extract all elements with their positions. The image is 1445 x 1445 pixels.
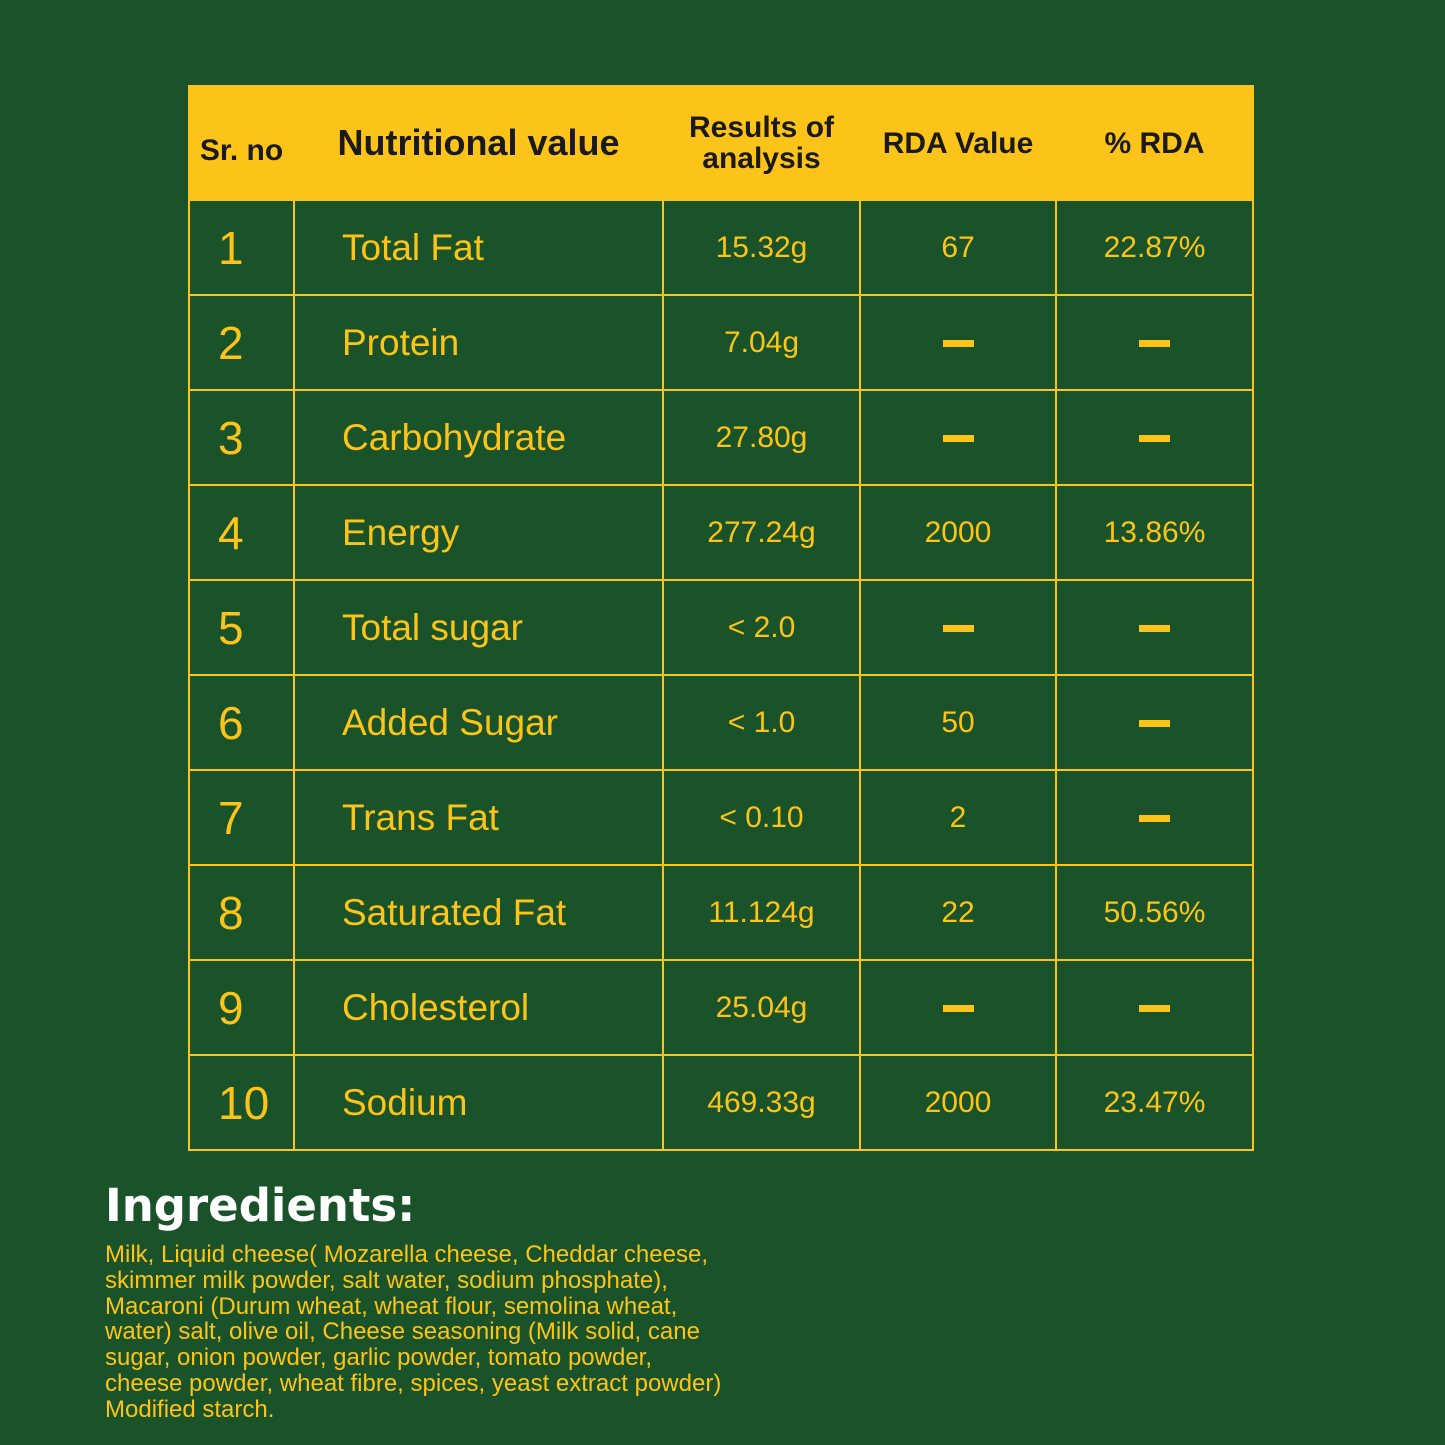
cell-rda-value xyxy=(859,294,1057,391)
cell-percent-rda xyxy=(1055,674,1254,771)
cell-nutrient-name: Total Fat xyxy=(293,199,664,296)
ingredients-line: cheese powder, wheat fibre, spices, yeas… xyxy=(105,1369,722,1397)
ingredients-line: Macaroni (Durum wheat, wheat flour, semo… xyxy=(105,1292,678,1320)
ingredients-line: Milk, Liquid cheese( Mozarella cheese, C… xyxy=(105,1241,708,1268)
dash-icon xyxy=(942,435,974,443)
dash-icon xyxy=(1139,720,1170,728)
ingredients-line: sugar, onion powder, garlic powder, toma… xyxy=(105,1344,653,1372)
table-row: 8 Saturated Fat 11.124g 22 50.56% xyxy=(188,864,1254,961)
cell-percent-rda xyxy=(1055,769,1254,866)
cell-rda-value xyxy=(859,389,1057,486)
header-results-line1: Results of xyxy=(688,110,835,144)
cell-sr-no: 7 xyxy=(188,769,295,866)
dash-icon xyxy=(942,340,974,348)
header-results-line2: analysis xyxy=(702,142,821,175)
cell-percent-rda: 13.86% xyxy=(1055,484,1254,581)
cell-nutrient-name: Trans Fat xyxy=(293,769,664,866)
cell-rda-value xyxy=(859,959,1057,1056)
cell-result: 15.32g xyxy=(662,199,861,296)
cell-nutrient-name: Energy xyxy=(293,484,664,581)
cell-result: 11.124g xyxy=(662,864,861,961)
cell-percent-rda: 23.47% xyxy=(1055,1054,1254,1151)
cell-sr-no: 9 xyxy=(188,959,295,1056)
cell-percent-rda xyxy=(1055,579,1254,676)
cell-rda-value: 50 xyxy=(859,674,1057,771)
dash-icon xyxy=(1139,435,1170,443)
dash-icon xyxy=(1139,1005,1170,1013)
cell-result: < 0.10 xyxy=(662,769,861,866)
cell-sr-no: 1 xyxy=(188,199,295,296)
header-row: Sr. no Nutritional value Results of anal… xyxy=(188,85,1254,201)
table-row: 9 Cholesterol 25.04g xyxy=(188,959,1254,1056)
table-body: 1 Total Fat 15.32g 67 22.87% 2 Protein 7… xyxy=(188,199,1254,1151)
dash-icon xyxy=(1139,815,1170,823)
cell-nutrient-name: Added Sugar xyxy=(293,674,664,771)
ingredients-title: Ingredients: xyxy=(105,1179,416,1232)
cell-sr-no: 3 xyxy=(188,389,295,486)
dash-icon xyxy=(942,1005,974,1013)
cell-result: 25.04g xyxy=(662,959,861,1056)
table-row: 2 Protein 7.04g xyxy=(188,294,1254,391)
cell-rda-value: 67 xyxy=(859,199,1057,296)
dash-icon xyxy=(1139,625,1170,633)
table-row: 4 Energy 277.24g 2000 13.86% xyxy=(188,484,1254,581)
cell-sr-no: 8 xyxy=(188,864,295,961)
cell-result: 7.04g xyxy=(662,294,861,391)
header-nutritional-value: Nutritional value xyxy=(293,85,664,201)
table-row: 3 Carbohydrate 27.80g xyxy=(188,389,1254,486)
cell-rda-value: 2000 xyxy=(859,484,1057,581)
cell-percent-rda xyxy=(1055,959,1254,1056)
nutrition-table: Sr. no Nutritional value Results of anal… xyxy=(188,85,1254,1151)
cell-nutrient-name: Saturated Fat xyxy=(293,864,664,961)
table-row: 6 Added Sugar < 1.0 50 xyxy=(188,674,1254,771)
header-results-of-analysis: Results of analysis xyxy=(662,85,861,201)
table-row: 7 Trans Fat < 0.10 2 xyxy=(188,769,1254,866)
cell-nutrient-name: Cholesterol xyxy=(293,959,664,1056)
table-row: 10 Sodium 469.33g 2000 23.47% xyxy=(188,1054,1254,1151)
cell-rda-value: 2000 xyxy=(859,1054,1057,1151)
cell-percent-rda xyxy=(1055,294,1254,391)
table-row: 5 Total sugar < 2.0 xyxy=(188,579,1254,676)
cell-percent-rda xyxy=(1055,389,1254,486)
cell-sr-no: 10 xyxy=(188,1054,295,1151)
cell-result: 27.80g xyxy=(662,389,861,486)
table-header: Sr. no Nutritional value Results of anal… xyxy=(188,85,1254,201)
cell-sr-no: 5 xyxy=(188,579,295,676)
cell-result: 277.24g xyxy=(662,484,861,581)
cell-result: < 1.0 xyxy=(662,674,861,771)
ingredients-line: Modified starch. xyxy=(105,1395,275,1423)
cell-rda-value: 2 xyxy=(859,769,1057,866)
cell-nutrient-name: Sodium xyxy=(293,1054,664,1151)
header-rda-value: RDA Value xyxy=(859,85,1057,201)
ingredients-text: Milk, Liquid cheese( Mozarella cheese, C… xyxy=(105,1242,785,1423)
ingredients-line: skimmer milk powder, salt water, sodium … xyxy=(105,1266,668,1294)
cell-nutrient-name: Total sugar xyxy=(293,579,664,676)
cell-rda-value xyxy=(859,579,1057,676)
cell-nutrient-name: Carbohydrate xyxy=(293,389,664,486)
cell-sr-no: 2 xyxy=(188,294,295,391)
header-percent-rda: % RDA xyxy=(1055,85,1254,201)
cell-result: < 2.0 xyxy=(662,579,861,676)
ingredients-line: water) salt, olive oil, Cheese seasoning… xyxy=(105,1318,700,1346)
header-sr-no: Sr. no xyxy=(188,85,295,201)
cell-sr-no: 4 xyxy=(188,484,295,581)
cell-result: 469.33g xyxy=(662,1054,861,1151)
cell-rda-value: 22 xyxy=(859,864,1057,961)
cell-nutrient-name: Protein xyxy=(293,294,664,391)
table-row: 1 Total Fat 15.32g 67 22.87% xyxy=(188,199,1254,296)
cell-percent-rda: 50.56% xyxy=(1055,864,1254,961)
dash-icon xyxy=(1139,340,1170,348)
dash-icon xyxy=(942,625,974,633)
cell-percent-rda: 22.87% xyxy=(1055,199,1254,296)
cell-sr-no: 6 xyxy=(188,674,295,771)
